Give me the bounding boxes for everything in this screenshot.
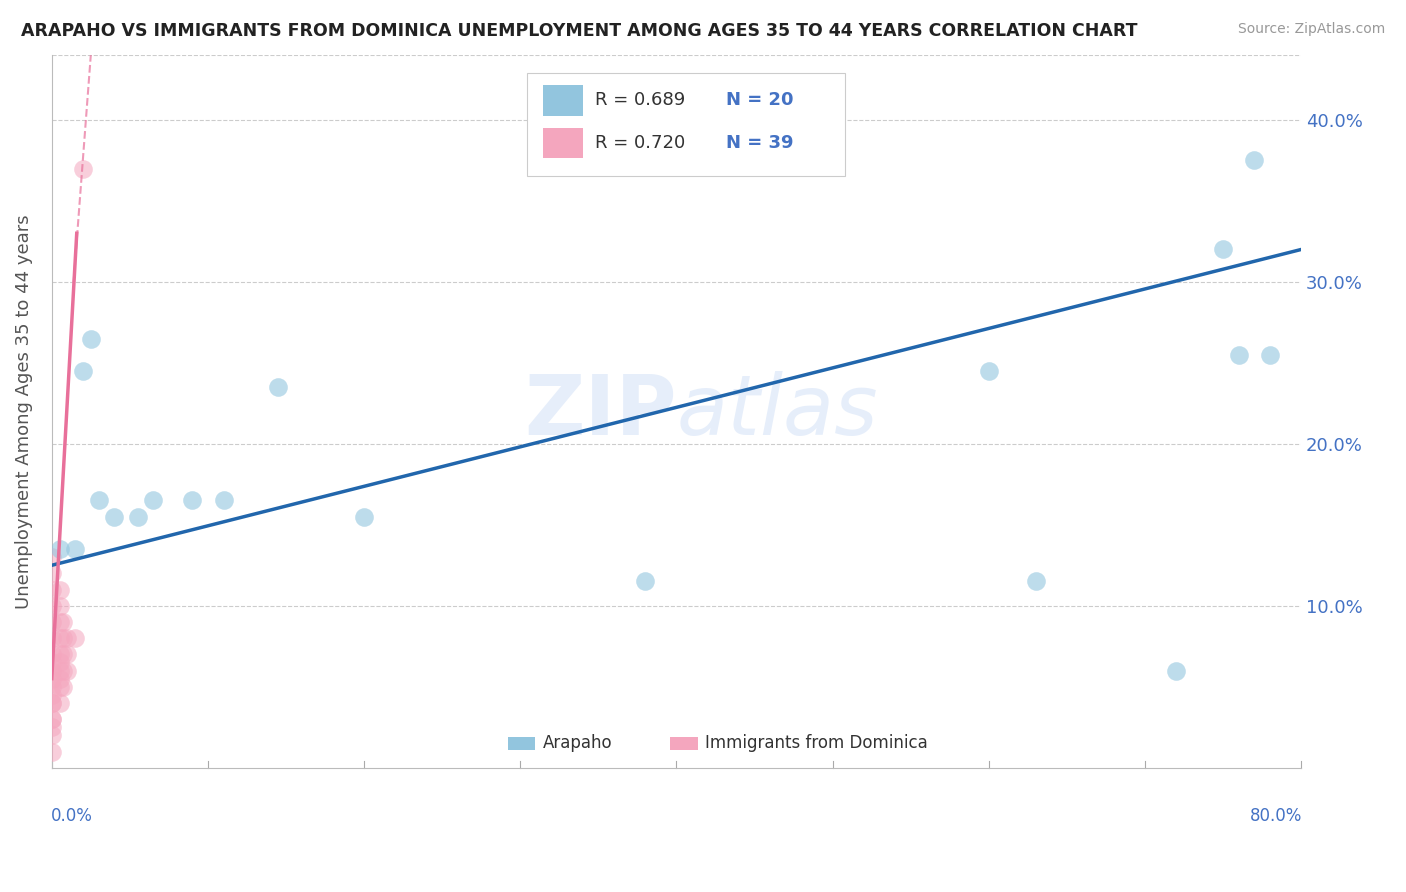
Point bbox=[48, 599, 70, 613]
Point bbox=[41, 664, 63, 678]
Point bbox=[142, 493, 165, 508]
Point bbox=[41, 688, 63, 702]
Point bbox=[127, 509, 149, 524]
Point bbox=[41, 712, 63, 726]
Point bbox=[1243, 153, 1265, 168]
Point bbox=[41, 672, 63, 686]
Point bbox=[41, 656, 63, 670]
Point bbox=[103, 509, 125, 524]
FancyBboxPatch shape bbox=[671, 737, 697, 750]
Point bbox=[52, 615, 75, 629]
Point bbox=[48, 680, 70, 694]
Point bbox=[181, 493, 204, 508]
Point bbox=[48, 696, 70, 710]
Point bbox=[48, 631, 70, 645]
Point bbox=[41, 696, 63, 710]
Point bbox=[41, 696, 63, 710]
Point bbox=[52, 680, 75, 694]
Point bbox=[48, 656, 70, 670]
Point bbox=[48, 582, 70, 597]
Point bbox=[353, 509, 375, 524]
Text: Source: ZipAtlas.com: Source: ZipAtlas.com bbox=[1237, 22, 1385, 37]
Point bbox=[63, 542, 86, 557]
Point bbox=[634, 574, 657, 589]
Point bbox=[41, 582, 63, 597]
Point bbox=[212, 493, 235, 508]
Point bbox=[52, 648, 75, 662]
Point bbox=[80, 332, 103, 346]
Point bbox=[267, 380, 290, 394]
Point bbox=[1258, 348, 1281, 362]
FancyBboxPatch shape bbox=[508, 737, 536, 750]
Point bbox=[41, 680, 63, 694]
Text: atlas: atlas bbox=[676, 371, 879, 452]
Point bbox=[52, 664, 75, 678]
Point bbox=[56, 648, 79, 662]
Text: 80.0%: 80.0% bbox=[1250, 807, 1302, 825]
Point bbox=[1212, 243, 1234, 257]
Point bbox=[48, 615, 70, 629]
Point bbox=[56, 664, 79, 678]
Point bbox=[48, 664, 70, 678]
Point bbox=[72, 364, 94, 378]
Point bbox=[41, 566, 63, 581]
Point bbox=[41, 720, 63, 734]
Point bbox=[977, 364, 1000, 378]
Point bbox=[1227, 348, 1250, 362]
Point bbox=[48, 672, 70, 686]
Text: Arapaho: Arapaho bbox=[543, 734, 613, 753]
FancyBboxPatch shape bbox=[543, 85, 582, 116]
Point bbox=[41, 599, 63, 613]
Text: Immigrants from Dominica: Immigrants from Dominica bbox=[706, 734, 928, 753]
Text: ARAPAHO VS IMMIGRANTS FROM DOMINICA UNEMPLOYMENT AMONG AGES 35 TO 44 YEARS CORRE: ARAPAHO VS IMMIGRANTS FROM DOMINICA UNEM… bbox=[21, 22, 1137, 40]
Point bbox=[63, 631, 86, 645]
Text: R = 0.720: R = 0.720 bbox=[595, 134, 686, 152]
Point bbox=[72, 161, 94, 176]
Point bbox=[41, 728, 63, 742]
Point bbox=[87, 493, 110, 508]
Text: N = 39: N = 39 bbox=[727, 134, 794, 152]
Text: 0.0%: 0.0% bbox=[51, 807, 93, 825]
Point bbox=[41, 648, 63, 662]
Point bbox=[48, 542, 70, 557]
Point bbox=[41, 712, 63, 726]
Point bbox=[52, 631, 75, 645]
Point bbox=[41, 744, 63, 758]
FancyBboxPatch shape bbox=[526, 73, 845, 177]
Point bbox=[56, 631, 79, 645]
Point bbox=[1166, 664, 1188, 678]
Y-axis label: Unemployment Among Ages 35 to 44 years: Unemployment Among Ages 35 to 44 years bbox=[15, 214, 32, 608]
Text: ZIP: ZIP bbox=[524, 371, 676, 452]
Text: R = 0.689: R = 0.689 bbox=[595, 91, 686, 109]
FancyBboxPatch shape bbox=[543, 128, 582, 159]
Point bbox=[1025, 574, 1047, 589]
Point bbox=[41, 631, 63, 645]
Point bbox=[48, 648, 70, 662]
Text: N = 20: N = 20 bbox=[727, 91, 794, 109]
Point bbox=[41, 615, 63, 629]
Point bbox=[41, 550, 63, 565]
